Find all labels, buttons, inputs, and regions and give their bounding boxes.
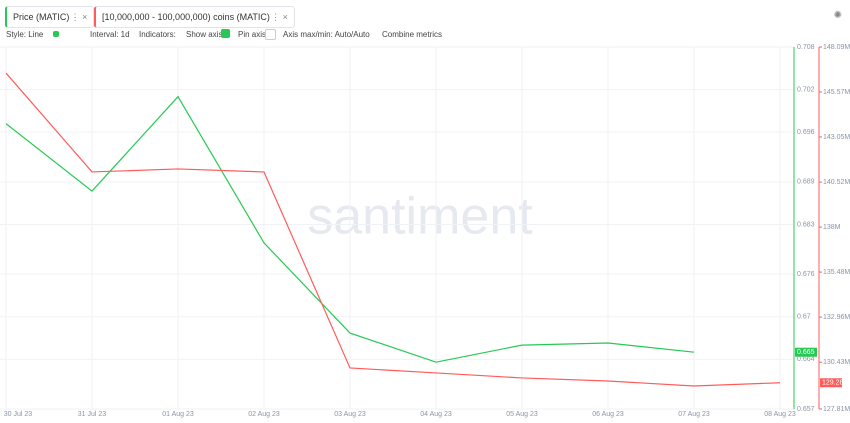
style-select[interactable]: Style: Line (6, 30, 44, 39)
y2-tick-label: 145.57M (823, 89, 850, 96)
x-tick-label: 01 Aug 23 (162, 411, 194, 418)
y-tick-label: 0.657 (797, 406, 815, 413)
pin-axis[interactable]: Pin axis (238, 30, 267, 39)
y-tick-label: 0.696 (797, 129, 815, 136)
y2-tick-label: 130.43M (823, 359, 850, 366)
close-icon[interactable]: ⋮ × (271, 12, 288, 22)
value-badge (795, 347, 817, 357)
interval-select[interactable]: Interval: 1d (90, 30, 130, 39)
y-tick-label: 0.689 (797, 179, 815, 186)
color-swatch[interactable] (53, 31, 59, 37)
x-tick-label: 08 Aug 23 (764, 411, 796, 418)
y2-tick-label: 140.52M (823, 179, 850, 186)
x-tick-label: 30 Jul 23 (4, 411, 33, 418)
metric-tab[interactable]: [10,000,000 - 100,000,000) coins (MATIC)… (94, 6, 295, 28)
show-axis[interactable]: Show axis (186, 30, 223, 39)
y-tick-label: 0.676 (797, 271, 815, 278)
checkbox[interactable] (221, 29, 230, 38)
settings-icon[interactable]: ✺ (833, 10, 842, 21)
y2-tick-label: 143.05M (823, 134, 850, 141)
y-tick-label: 0.67 (797, 314, 811, 321)
x-tick-label: 05 Aug 23 (506, 411, 538, 418)
y2-tick-label: 132.96M (823, 314, 850, 321)
x-tick-label: 04 Aug 23 (420, 411, 452, 418)
y-tick-label: 0.664 (797, 356, 815, 363)
y-tick-label: 0.683 (797, 221, 815, 228)
x-tick-label: 07 Aug 23 (678, 411, 710, 418)
x-tick-label: 02 Aug 23 (248, 411, 280, 418)
y2-tick-label: 138M (823, 224, 841, 231)
metric-tab[interactable]: Price (MATIC) ⋮ × (5, 6, 95, 28)
y2-tick-label: 148.09M (823, 44, 850, 51)
tab-label: Price (MATIC) (13, 12, 70, 22)
combine-metrics[interactable]: Combine metrics (382, 30, 443, 39)
axis-minmax[interactable]: Axis max/min: Auto/Auto (283, 30, 370, 39)
value-label: 129.28M (822, 380, 849, 387)
series-line (5, 72, 781, 387)
x-tick-label: 03 Aug 23 (334, 411, 366, 418)
value-label: 0.665 (797, 349, 815, 356)
watermark: santiment (307, 188, 533, 246)
y2-tick-label: 135.48M (823, 269, 850, 276)
value-badge (820, 378, 842, 388)
y-tick-label: 0.702 (797, 86, 815, 93)
series-line (5, 95, 695, 363)
checkbox[interactable] (265, 29, 276, 40)
tab-label: [10,000,000 - 100,000,000) coins (MATIC) (102, 12, 270, 22)
x-tick-label: 06 Aug 23 (592, 411, 624, 418)
x-tick-label: 31 Jul 23 (78, 411, 107, 418)
y2-tick-label: 127.81M (823, 406, 850, 413)
y-tick-label: 0.708 (797, 44, 815, 51)
indicators-select[interactable]: Indicators: (139, 30, 176, 39)
close-icon[interactable]: ⋮ × (70, 12, 88, 22)
